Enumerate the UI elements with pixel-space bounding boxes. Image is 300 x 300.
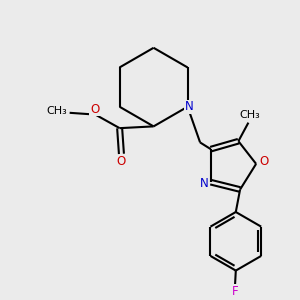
Text: O: O <box>259 154 268 167</box>
Text: N: N <box>200 178 209 190</box>
Text: F: F <box>232 285 238 298</box>
Text: CH₃: CH₃ <box>239 110 260 120</box>
Text: CH₃: CH₃ <box>47 106 68 116</box>
Text: O: O <box>90 103 99 116</box>
Text: O: O <box>117 155 126 168</box>
Text: N: N <box>185 100 194 113</box>
